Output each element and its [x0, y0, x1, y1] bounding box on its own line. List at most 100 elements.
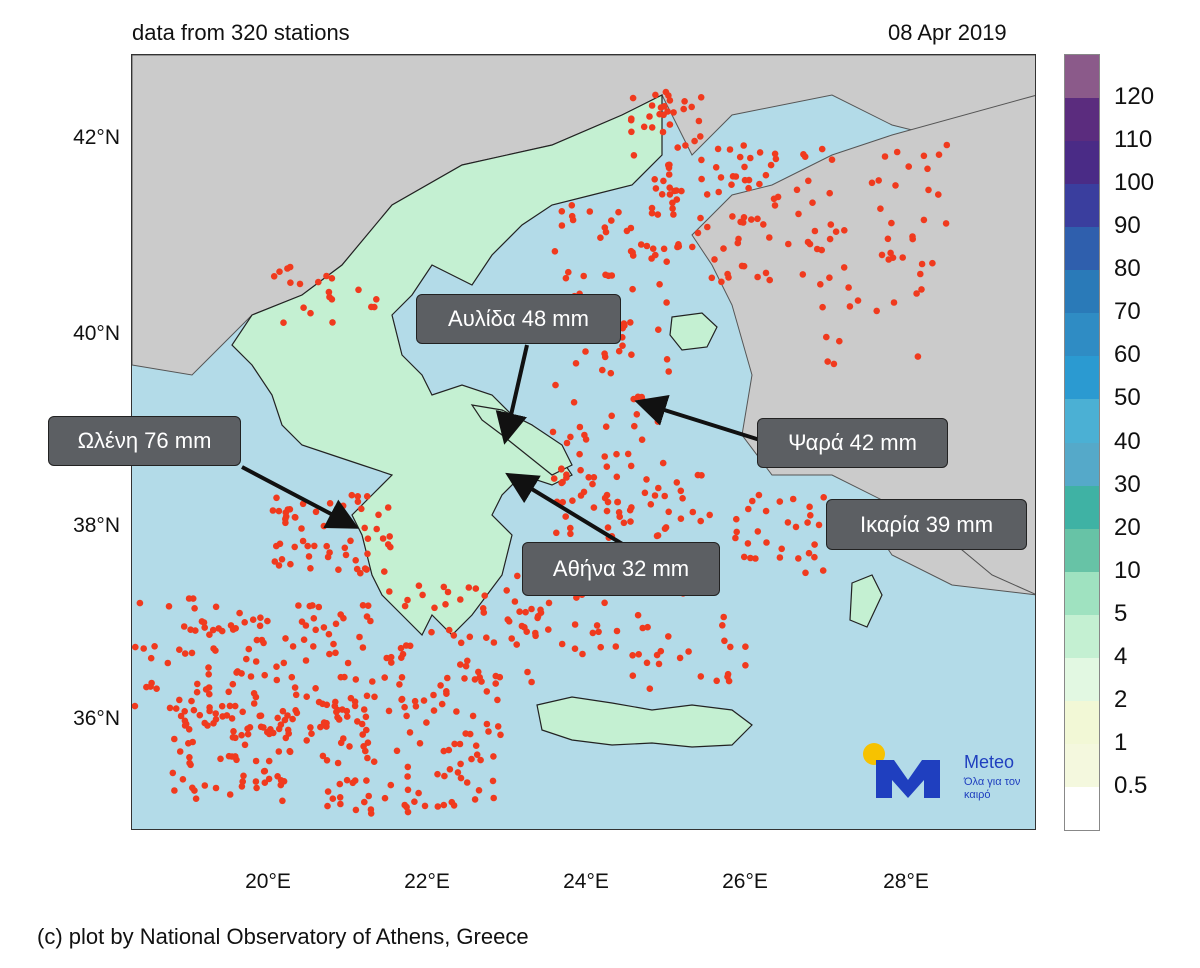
station-dot: [935, 151, 943, 158]
station-dot: [741, 176, 749, 184]
station-dot: [836, 337, 843, 345]
station-dot: [177, 712, 185, 720]
station-dot: [370, 758, 378, 765]
station-dot: [754, 273, 761, 281]
station-dot: [445, 626, 453, 634]
station-dot: [815, 521, 823, 529]
station-dot: [571, 621, 579, 628]
station-dot: [358, 720, 366, 728]
station-dot: [320, 624, 328, 631]
station-dot: [239, 778, 246, 785]
station-dot: [607, 369, 615, 377]
station-dot: [291, 513, 299, 521]
station-dot: [279, 797, 286, 805]
station-dot: [585, 474, 592, 481]
station-dot: [568, 202, 576, 209]
station-dot: [740, 142, 747, 149]
station-dot: [325, 288, 333, 296]
station-dot: [288, 673, 296, 681]
station-dot: [905, 163, 912, 170]
station-dot: [419, 591, 426, 599]
station-dot: [490, 753, 497, 760]
station-dot: [569, 497, 576, 505]
station-dot: [627, 518, 634, 525]
station-dot: [785, 240, 792, 248]
station-dot: [747, 154, 754, 162]
station-dot: [643, 242, 651, 250]
station-dot: [589, 480, 596, 488]
legend-label: 20: [1114, 513, 1141, 541]
station-dot: [673, 479, 681, 486]
station-dot: [406, 729, 414, 736]
station-dot: [483, 688, 491, 695]
station-dot: [809, 199, 816, 206]
station-dot: [334, 759, 342, 767]
station-dot: [319, 752, 327, 760]
rhodes-island: [849, 574, 883, 628]
station-dot: [275, 562, 283, 569]
station-dot: [205, 664, 212, 671]
station-dot: [270, 729, 277, 737]
station-dot: [260, 639, 267, 647]
station-dot: [550, 475, 558, 482]
legend-swatch: [1065, 98, 1099, 142]
station-dot: [212, 710, 219, 717]
station-dot: [608, 217, 615, 224]
station-dot: [187, 626, 194, 633]
station-dot: [729, 213, 736, 220]
station-dot: [623, 227, 631, 235]
station-dot: [349, 779, 357, 787]
station-dot: [766, 276, 773, 284]
station-dot: [695, 117, 703, 125]
station-dot: [457, 760, 464, 768]
station-dot: [257, 614, 264, 621]
station-dot: [807, 512, 814, 519]
station-dot: [733, 528, 740, 536]
station-dot: [176, 696, 183, 704]
station-dot: [655, 326, 662, 334]
station-dot: [363, 493, 371, 500]
station-dot: [271, 558, 279, 565]
station-dot: [217, 755, 224, 763]
station-dot: [256, 622, 264, 630]
station-dot: [806, 503, 813, 511]
station-dot: [665, 161, 672, 169]
station-dot: [335, 566, 342, 573]
legend-swatch: [1065, 141, 1099, 185]
station-dot: [238, 670, 245, 677]
station-dot: [648, 204, 656, 212]
station-dot: [463, 779, 471, 786]
station-dot: [602, 423, 610, 431]
station-dot: [252, 658, 260, 665]
logo-name: Meteo: [964, 752, 1015, 772]
station-dot: [326, 521, 333, 528]
station-dot: [516, 608, 523, 615]
station-dot: [597, 643, 604, 651]
station-dot: [826, 274, 833, 281]
station-dot: [827, 221, 835, 228]
station-dot: [245, 645, 253, 653]
station-dot: [430, 691, 437, 699]
station-dot: [393, 747, 401, 755]
station-dot: [890, 299, 898, 306]
station-dot: [818, 145, 826, 153]
legend-label: 120: [1114, 83, 1155, 111]
station-dot: [185, 740, 192, 747]
legend-label: 110: [1114, 126, 1153, 154]
station-dot: [929, 259, 936, 267]
station-dot: [646, 113, 653, 120]
station-dot: [633, 411, 641, 418]
station-dot: [286, 506, 294, 513]
lon-label-22: 22°E: [404, 870, 450, 893]
station-dot: [471, 796, 479, 803]
station-dot: [367, 810, 375, 817]
station-dot: [430, 707, 438, 714]
station-dot: [537, 606, 544, 614]
station-dot: [878, 251, 886, 259]
station-dot: [697, 214, 704, 222]
legend-swatch: [1065, 786, 1099, 831]
station-dot: [784, 519, 792, 526]
station-dot: [552, 381, 559, 389]
station-dot: [201, 719, 208, 727]
station-dot: [352, 557, 359, 564]
